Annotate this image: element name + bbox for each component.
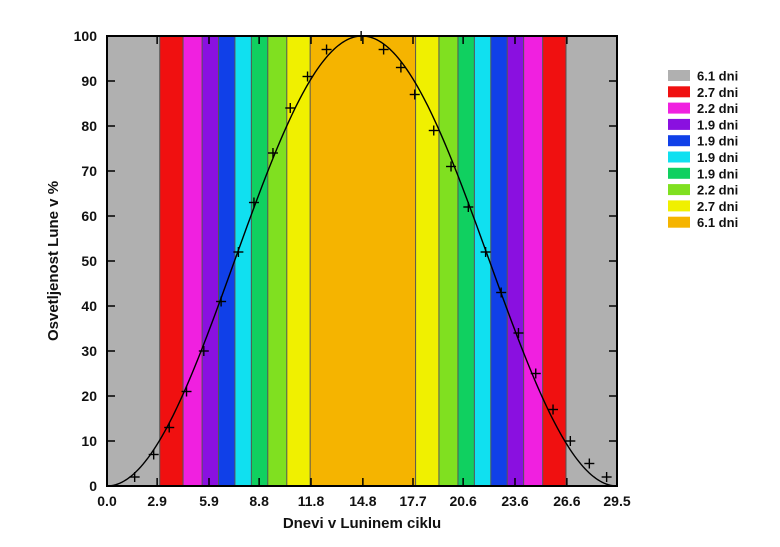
measurement-point-19 — [480, 247, 491, 257]
x-tick-label-8: 23.6 — [501, 493, 528, 509]
band-18 — [566, 36, 617, 486]
measurement-point-3 — [181, 386, 192, 397]
legend-label-5: 1.9 dni — [697, 150, 738, 165]
band-9 — [310, 36, 416, 486]
measurement-point-11 — [321, 44, 332, 55]
y-tick-label-4: 40 — [81, 298, 97, 314]
legend-label-2: 2.2 dni — [697, 101, 738, 116]
legend-label-7: 2.2 dni — [697, 183, 738, 198]
measurement-point-5 — [216, 296, 227, 307]
legend-swatch-9 — [668, 216, 690, 228]
x-tick-label-4: 11.8 — [298, 493, 325, 509]
band-1 — [159, 36, 184, 486]
y-tick-label-8: 80 — [81, 118, 97, 134]
legend-label-3: 1.9 dni — [697, 117, 738, 132]
legend-label-6: 1.9 dni — [697, 166, 738, 181]
x-tick-label-7: 20.6 — [450, 493, 477, 509]
measurement-point-7 — [248, 197, 259, 208]
x-axis-ticks: 0.0 2.9 5.9 8.8 11.8 14.8 17.7 20.6 23.6 26.6 29.5 — [97, 36, 631, 509]
measurement-point-4 — [198, 346, 209, 356]
legend-label-1: 2.7 dni — [697, 85, 738, 100]
measurement-point-10 — [302, 71, 313, 82]
band-8 — [286, 36, 311, 486]
y-tick-label-7: 70 — [81, 163, 97, 179]
x-tick-label-9: 26.6 — [553, 493, 580, 509]
measurement-point-25 — [584, 458, 595, 469]
band-6 — [251, 36, 268, 486]
measurement-point-13 — [378, 44, 389, 55]
band-13 — [474, 36, 491, 486]
y-tick-label-0: 0 — [89, 478, 97, 494]
band-15 — [507, 36, 524, 486]
x-tick-label-5: 14.8 — [349, 493, 376, 509]
band-17 — [542, 36, 566, 486]
y-tick-label-9: 90 — [81, 73, 97, 89]
band-7 — [267, 36, 287, 486]
legend-swatch-4 — [668, 135, 690, 147]
x-tick-label-3: 8.8 — [249, 493, 269, 509]
y-tick-label-6: 60 — [81, 208, 97, 224]
legend-swatch-6 — [668, 167, 690, 179]
measurement-point-9 — [285, 103, 296, 113]
measurement-point-22 — [530, 368, 541, 379]
band-10 — [415, 36, 439, 486]
legend-swatch-8 — [668, 200, 690, 212]
legend-label-9: 6.1 dni — [697, 215, 738, 230]
band-divider-lines — [159, 36, 567, 486]
y-tick-label-2: 20 — [81, 388, 97, 404]
measurement-point-15 — [409, 89, 420, 100]
band-16 — [523, 36, 543, 486]
x-tick-label-6: 17.7 — [399, 493, 426, 509]
legend-swatch-2 — [668, 102, 690, 114]
measurement-point-17 — [446, 161, 457, 172]
band-14 — [490, 36, 508, 486]
measurement-point-18 — [463, 202, 474, 212]
measurement-point-24 — [565, 436, 576, 446]
legend-swatch-3 — [668, 118, 690, 130]
measurement-point-26 — [601, 472, 612, 482]
legend-swatch-5 — [668, 151, 690, 163]
y-tick-label-5: 50 — [81, 253, 97, 269]
legend-swatch-0 — [668, 70, 690, 81]
x-axis-title: Dnevi v Luninem ciklu — [283, 515, 441, 532]
y-tick-label-3: 30 — [81, 343, 97, 359]
band-3 — [202, 36, 219, 486]
band-4 — [218, 36, 235, 486]
measurement-point-23 — [548, 404, 559, 415]
legend-swatch-1 — [668, 86, 690, 98]
legend-swatch-7 — [668, 184, 690, 196]
y-tick-label-1: 10 — [81, 433, 97, 449]
measurement-point-8 — [267, 148, 278, 158]
measurement-point-20 — [496, 287, 507, 298]
band-2 — [183, 36, 203, 486]
measurement-point-0 — [129, 472, 140, 482]
measurement-point-14 — [395, 62, 406, 73]
measurement-markers — [129, 31, 612, 482]
band-12 — [457, 36, 475, 486]
x-tick-label-0: 0.0 — [97, 493, 117, 509]
band-5 — [234, 36, 252, 486]
measurement-point-6 — [233, 247, 244, 257]
legend-label-4: 1.9 dni — [697, 134, 738, 149]
measurement-point-16 — [428, 125, 439, 136]
x-tick-label-10: 29.5 — [603, 493, 630, 509]
y-tick-label-10: 100 — [74, 28, 98, 44]
y-axis-ticks: 0 10 20 30 40 50 60 70 80 90 100 — [74, 28, 617, 494]
legend-label-8: 2.7 dni — [697, 199, 738, 214]
x-tick-label-1: 2.9 — [147, 493, 167, 509]
y-axis-title: Osvetljenost Lune v % — [45, 181, 62, 341]
band-11 — [438, 36, 458, 486]
band-0 — [107, 36, 160, 486]
measurement-point-21 — [513, 328, 524, 338]
measurement-point-2 — [164, 422, 175, 433]
measurement-point-1 — [148, 449, 159, 460]
x-tick-label-2: 5.9 — [199, 493, 219, 509]
legend-label-0: 6.1 dni — [697, 69, 738, 84]
